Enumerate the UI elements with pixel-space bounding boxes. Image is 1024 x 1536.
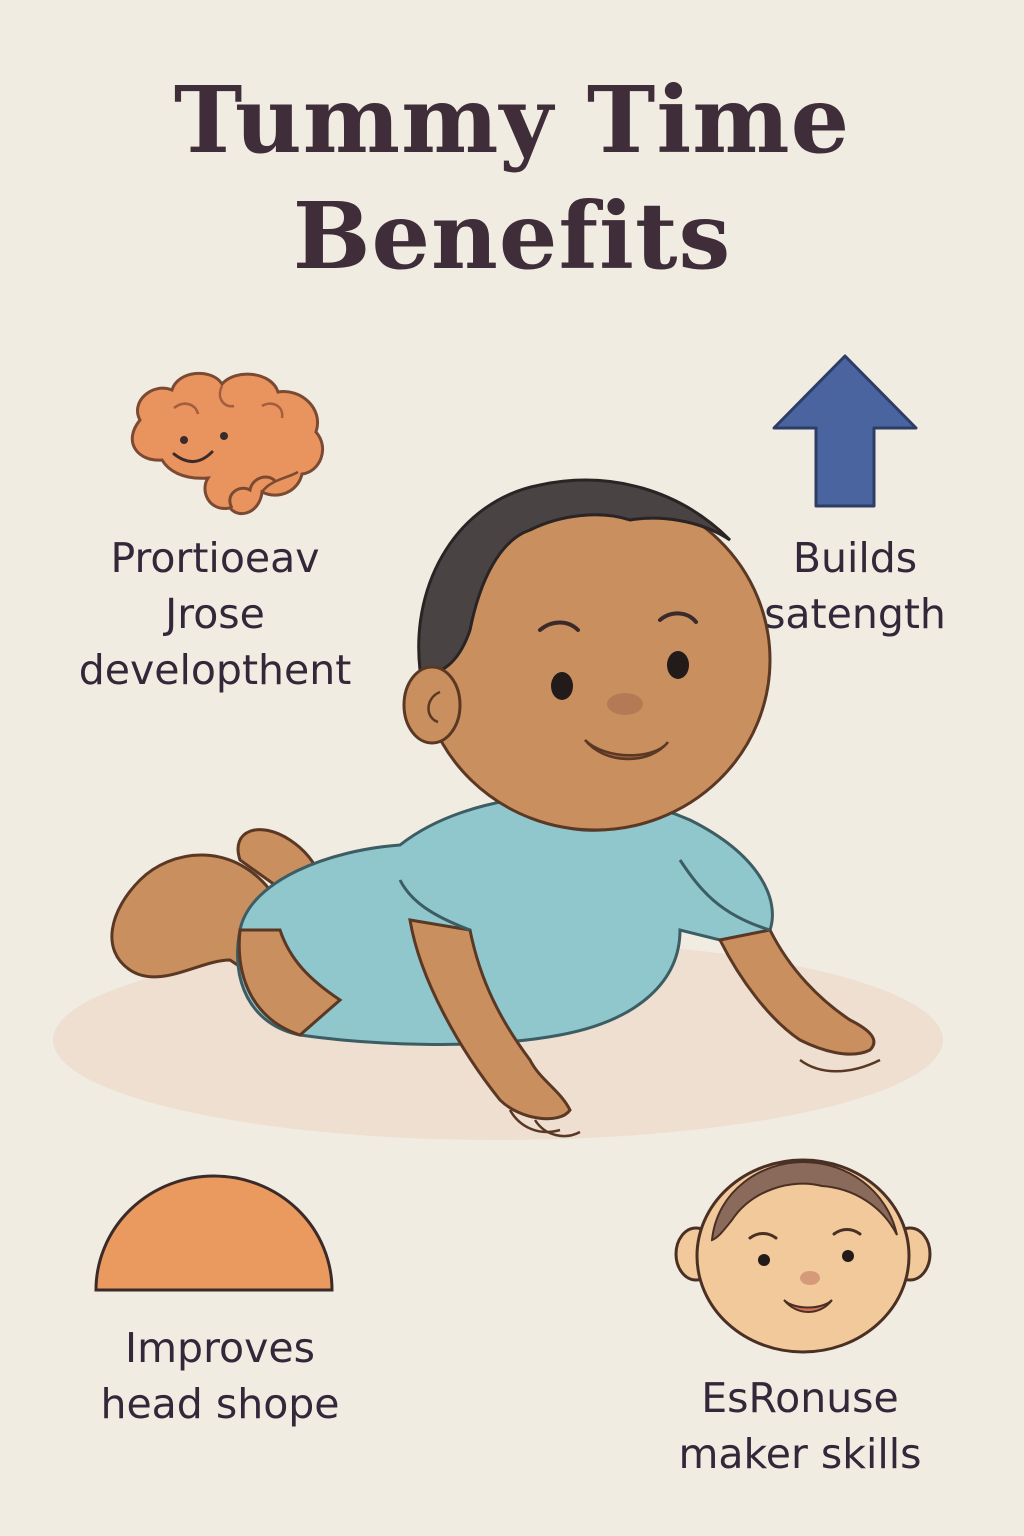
baby-face-icon (674, 1158, 932, 1354)
page-title: Tummy Time Benefits (0, 62, 1024, 294)
brain-icon (130, 371, 325, 515)
title-line-1: Tummy Time (173, 66, 851, 174)
benefit-label-head-shape: Improves head shope (100, 1324, 340, 1428)
baby-illustration (53, 478, 943, 1140)
benefit-label-brain: Prortioeav Jrose developthent (78, 534, 352, 694)
benefit-label-strength: Builds satength (764, 534, 946, 638)
benefit-label-motor-skills: EsRonuse maker skills (678, 1374, 922, 1478)
up-arrow-icon (772, 354, 918, 508)
half-circle-icon (94, 1174, 334, 1292)
title-line-2: Benefits (292, 182, 732, 290)
